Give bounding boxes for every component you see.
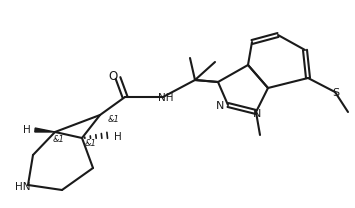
Text: &1: &1: [53, 135, 65, 145]
Polygon shape: [35, 128, 55, 132]
Text: &1: &1: [108, 114, 120, 124]
Text: O: O: [108, 69, 118, 83]
Text: &1: &1: [85, 140, 97, 149]
Text: N: N: [216, 101, 224, 111]
Text: S: S: [332, 88, 340, 98]
Text: HN: HN: [15, 182, 31, 192]
Text: N: N: [253, 109, 261, 119]
Text: NH: NH: [158, 93, 174, 103]
Text: H: H: [114, 132, 122, 142]
Text: H: H: [23, 125, 31, 135]
